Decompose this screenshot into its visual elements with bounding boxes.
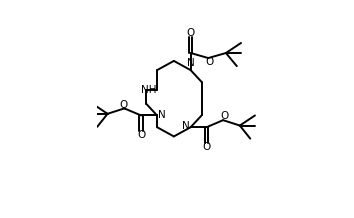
Text: O: O: [206, 57, 214, 67]
Text: O: O: [187, 28, 195, 38]
Text: NH: NH: [141, 85, 156, 95]
Text: O: O: [119, 100, 127, 110]
Text: O: O: [202, 142, 211, 152]
Text: N: N: [182, 121, 190, 131]
Text: N: N: [158, 110, 166, 120]
Text: O: O: [220, 111, 229, 121]
Text: N: N: [187, 58, 195, 68]
Text: O: O: [137, 130, 145, 140]
